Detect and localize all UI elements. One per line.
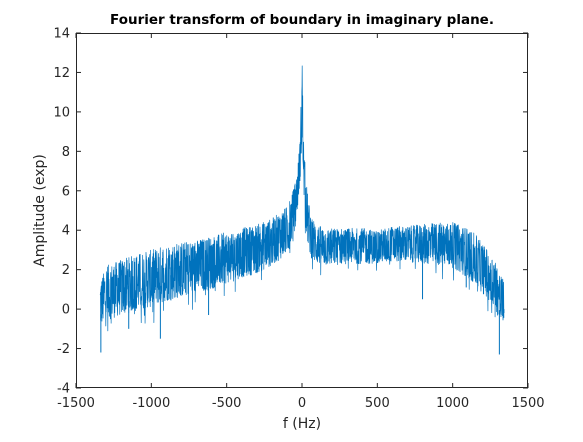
- x-tick-label: 1500: [511, 396, 544, 411]
- y-tick-label: 8: [62, 145, 70, 160]
- series-line: [99, 65, 505, 332]
- x-tick-label: 1000: [436, 396, 469, 411]
- x-tick-label: 500: [365, 396, 390, 411]
- y-tick-label: 6: [62, 184, 70, 199]
- y-tick-label: 10: [53, 105, 70, 120]
- y-tick-label: -4: [57, 382, 70, 397]
- x-tick-label: -1500: [57, 396, 95, 411]
- x-axis-label: f (Hz): [283, 416, 321, 432]
- y-tick-label: 12: [53, 66, 70, 81]
- series-layer: [99, 65, 505, 355]
- y-tick-label: 0: [62, 303, 70, 318]
- y-tick-label: 14: [53, 27, 70, 42]
- y-axis-ticks: -4 -2 0 2 4 6 8 10 12 14: [53, 27, 528, 397]
- x-axis-ticks: -1500 -1000 -500 0 500 1000 1500: [57, 33, 545, 411]
- x-tick-label: -1000: [132, 396, 170, 411]
- x-tick-label: -500: [212, 396, 242, 411]
- y-tick-label: -2: [57, 342, 70, 357]
- x-tick-label: 0: [298, 396, 306, 411]
- y-tick-label: 4: [62, 224, 70, 239]
- y-axis-label: Amplitude (exp): [32, 154, 48, 267]
- y-tick-label: 2: [62, 263, 70, 278]
- chart-title: Fourier transform of boundary in imagina…: [110, 12, 494, 28]
